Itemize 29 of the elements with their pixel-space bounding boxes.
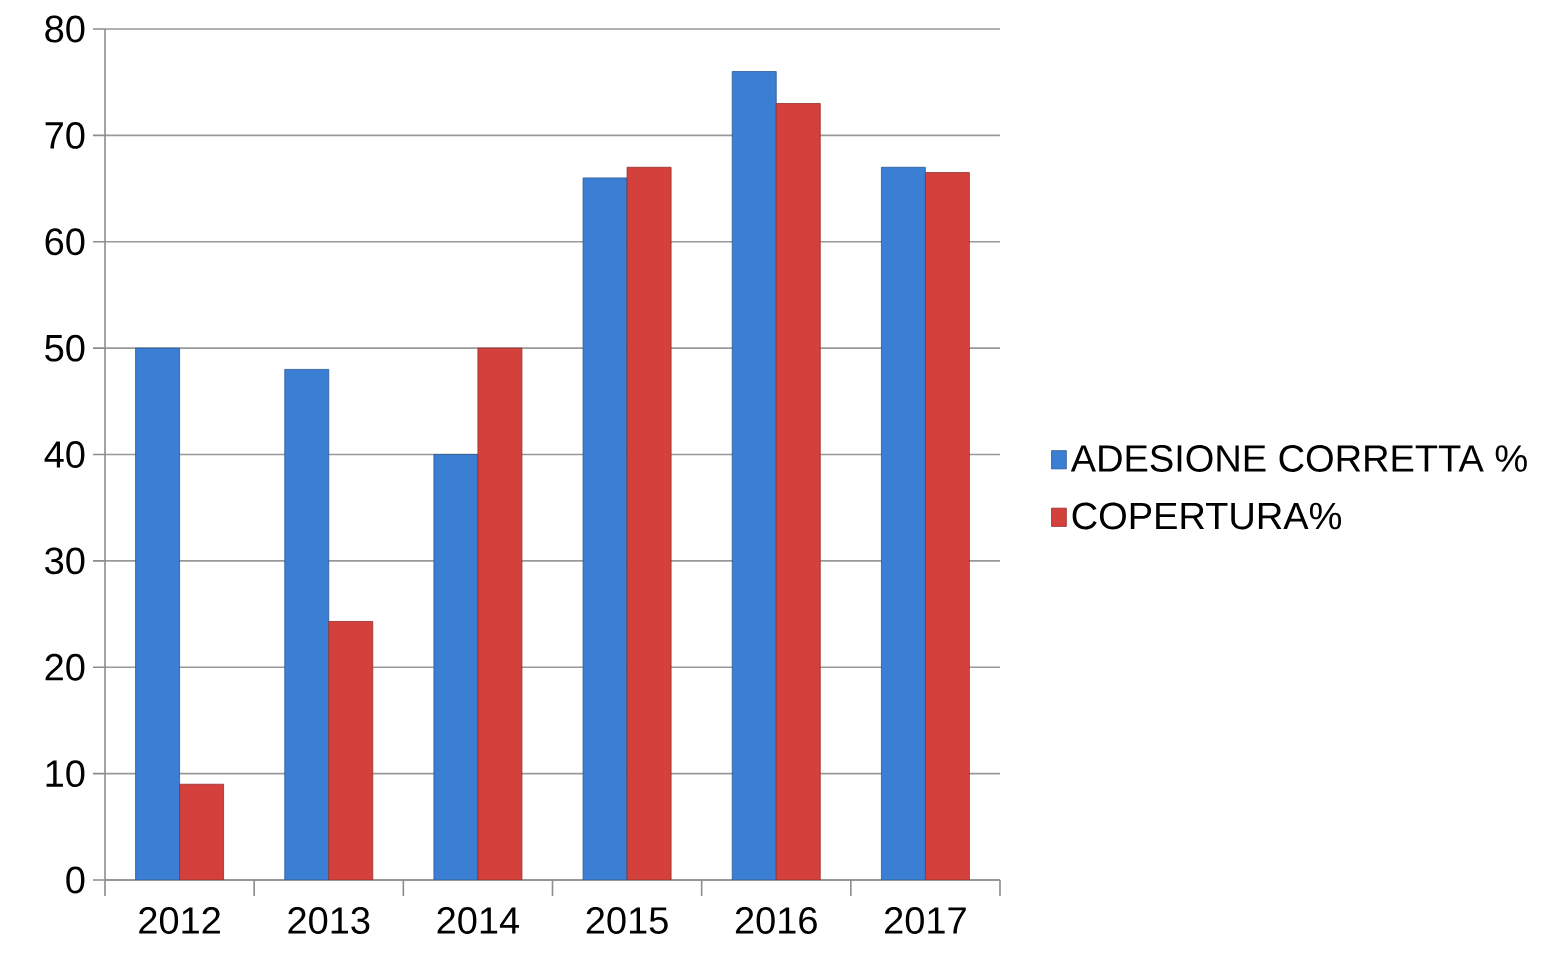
bar: [925, 172, 970, 880]
bar: [179, 783, 224, 880]
y-tick-label: 40: [44, 441, 85, 468]
bar: [433, 454, 479, 880]
bar: [328, 621, 374, 880]
x-tick-label: 2014: [437, 907, 520, 934]
x-tick-label: 2015: [586, 907, 668, 934]
x-tick-label: 2017: [885, 907, 966, 934]
bar: [881, 166, 926, 880]
bar: [284, 368, 330, 880]
y-tick-label: 10: [46, 760, 85, 788]
bar: [626, 166, 672, 880]
y-tick-label: 50: [45, 334, 85, 362]
bar: [775, 103, 821, 880]
legend-label: ADESIONE CORRETTA %: [1070, 444, 1527, 472]
y-tick-label: 20: [45, 653, 85, 681]
x-tick-label: 2016: [735, 907, 817, 934]
y-tick-label: 60: [45, 228, 85, 256]
bar: [731, 71, 777, 880]
y-tick-label: 30: [45, 547, 85, 575]
x-tick-label: 2012: [139, 907, 220, 934]
y-tick-label: 80: [45, 15, 85, 43]
legend-label: COPERTURA%: [1072, 502, 1342, 530]
y-tick-label: 70: [45, 121, 85, 149]
bar: [477, 347, 523, 880]
bar: [582, 177, 628, 880]
bar: [135, 347, 180, 880]
y-tick-label: 0: [66, 866, 85, 894]
x-tick-label: 2013: [288, 907, 370, 934]
